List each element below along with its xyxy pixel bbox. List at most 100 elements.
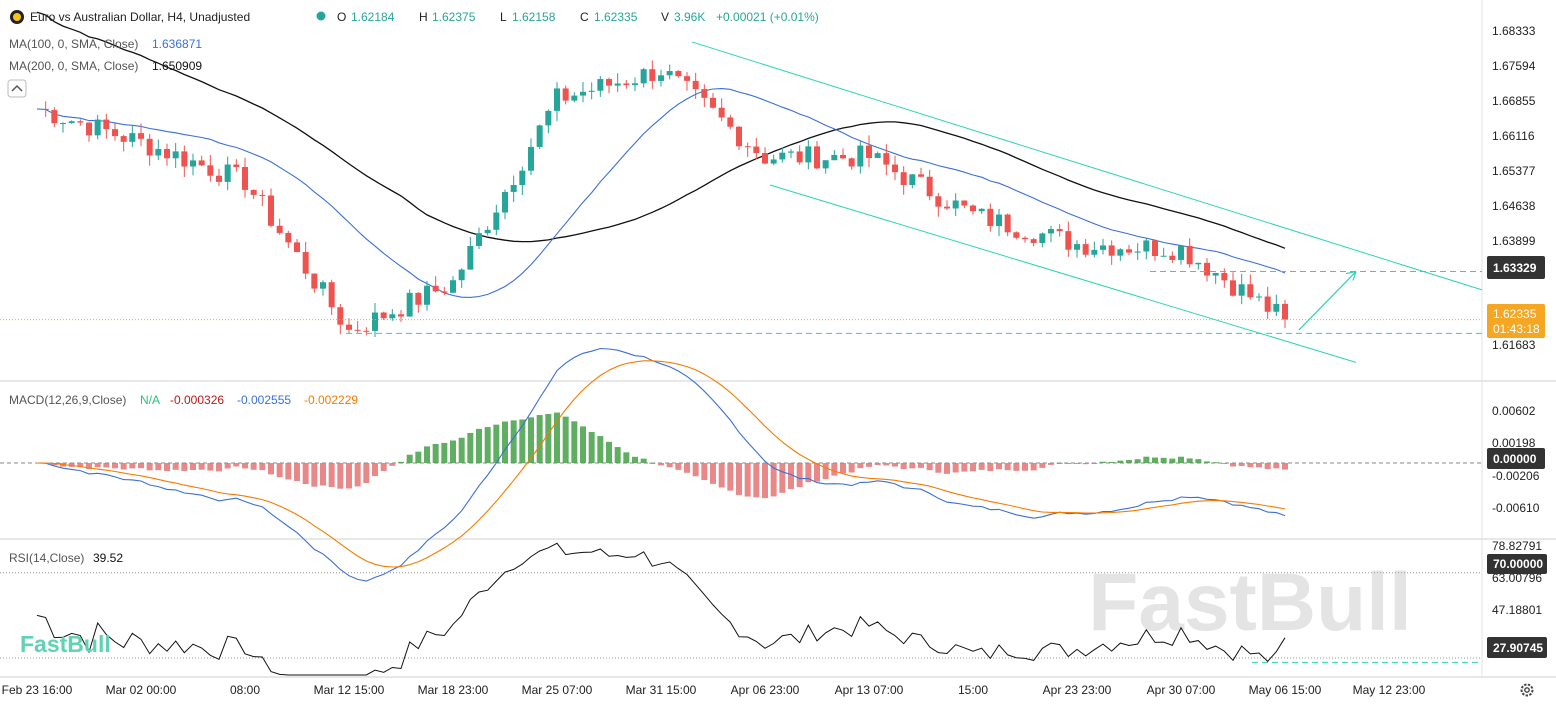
rsi-tick: 63.00796 (1492, 571, 1542, 585)
candle (1256, 293, 1262, 302)
candle-body (51, 110, 58, 124)
macd-signal-value: -0.002229 (304, 393, 358, 407)
symbol-title[interactable]: Euro vs Australian Dollar, H4, Unadjuste… (30, 10, 250, 24)
candle-body (484, 229, 491, 234)
macd-zero-badge (1487, 448, 1545, 469)
ma200-label[interactable]: MA(200, 0, SMA, Close) (9, 59, 138, 73)
candle-body (926, 176, 933, 197)
candle-body (649, 69, 656, 81)
candle-body (86, 122, 92, 136)
candle (60, 122, 66, 133)
macd-histogram-bar (588, 432, 595, 464)
candle-body (935, 196, 942, 207)
candle (640, 67, 647, 88)
o-value: 1.62184 (351, 10, 395, 24)
h-label: H (419, 10, 428, 24)
candle-body (796, 151, 803, 163)
current-price-badge (1487, 304, 1545, 338)
candle-body (432, 285, 439, 292)
macd-histogram-bar (900, 463, 907, 470)
macd-histogram-bar (978, 463, 985, 470)
macd-histogram-bar (198, 463, 205, 470)
rsi-value: 39.52 (93, 551, 123, 565)
macd-histogram-bar (1264, 463, 1271, 470)
candle (458, 268, 465, 288)
candle (86, 122, 92, 142)
collapse-legend-button[interactable] (7, 79, 27, 98)
candle (987, 203, 994, 232)
macd-zero-badge-text: 0.00000 (1493, 452, 1537, 466)
candle-body (658, 75, 664, 81)
settings-gear-icon[interactable] (1520, 683, 1534, 697)
macd-histogram-bar (987, 463, 994, 472)
macd-histogram-bar (1126, 460, 1132, 464)
time-label: Apr 06 23:00 (731, 683, 800, 697)
time-label: Mar 02 00:00 (106, 683, 177, 697)
candle (380, 311, 387, 320)
countdown-timer: 01:43:18 (1493, 322, 1540, 336)
macd-histogram-bar (770, 463, 777, 497)
candle (354, 321, 361, 333)
candle (476, 227, 482, 249)
candle (311, 273, 318, 293)
candle (753, 137, 760, 160)
candle (1004, 213, 1011, 237)
ma200-line (36, 11, 1286, 249)
macd-label[interactable]: MACD(12,26,9,Close) (9, 393, 126, 407)
candle-body (302, 252, 309, 274)
candle (1264, 286, 1271, 320)
candle-body (874, 153, 881, 158)
macd-histogram-bar (892, 463, 898, 467)
macd-histogram-bar (1152, 457, 1158, 464)
macd-histogram-bar (112, 463, 118, 469)
candle (866, 135, 872, 168)
candle (918, 167, 924, 178)
candle-body (1030, 239, 1037, 243)
candle (42, 101, 49, 117)
candle-body (554, 88, 560, 111)
candle-body (346, 324, 352, 330)
candle-body (848, 158, 855, 167)
candle (415, 292, 422, 313)
ma100-line (36, 88, 1286, 298)
macd-histogram-bar (398, 461, 404, 464)
candle-body (198, 160, 205, 166)
macd-histogram-bar (363, 463, 370, 484)
macd-histogram-bar (1013, 463, 1020, 471)
ma100-label[interactable]: MA(100, 0, SMA, Close) (9, 37, 138, 51)
candle (744, 142, 751, 157)
candle (727, 114, 734, 130)
rsi-label[interactable]: RSI(14,Close) (9, 551, 84, 565)
candle (198, 155, 205, 167)
symbol-logo-inner-icon (13, 13, 21, 21)
candle (831, 150, 838, 161)
candle-body (632, 83, 638, 86)
candle (276, 218, 283, 235)
candle (597, 76, 604, 97)
macd-histogram-bar (614, 447, 621, 464)
macd-histogram-bar (502, 421, 508, 464)
macd-histogram-bar (788, 463, 794, 489)
macd-histogram-bar (1143, 456, 1150, 464)
macd-axis: 0.00602 0.00198 -0.00206 -0.00610 0.0000… (1487, 404, 1545, 515)
macd-histogram-bar (779, 463, 786, 493)
candle-body (1134, 251, 1141, 253)
macd-histogram-bar (1273, 463, 1280, 469)
macd-histogram-bar (190, 463, 196, 471)
price-tick: 1.67594 (1492, 59, 1536, 73)
candle-body (692, 80, 699, 90)
candle-body (1108, 245, 1115, 256)
candle (1013, 231, 1020, 240)
macd-tick: 0.00198 (1492, 436, 1536, 450)
macd-histogram-bar (883, 463, 890, 466)
channel-upper-line (691, 41, 1483, 291)
candle (1039, 232, 1046, 248)
candle (1160, 247, 1167, 257)
fastbull-logo: FastBull (20, 631, 111, 657)
candle-body (328, 282, 335, 308)
macd-histogram-bar (476, 428, 482, 464)
macd-histogram-bar (510, 420, 517, 464)
candle (112, 123, 118, 141)
candle (623, 79, 630, 89)
candle (580, 82, 586, 103)
